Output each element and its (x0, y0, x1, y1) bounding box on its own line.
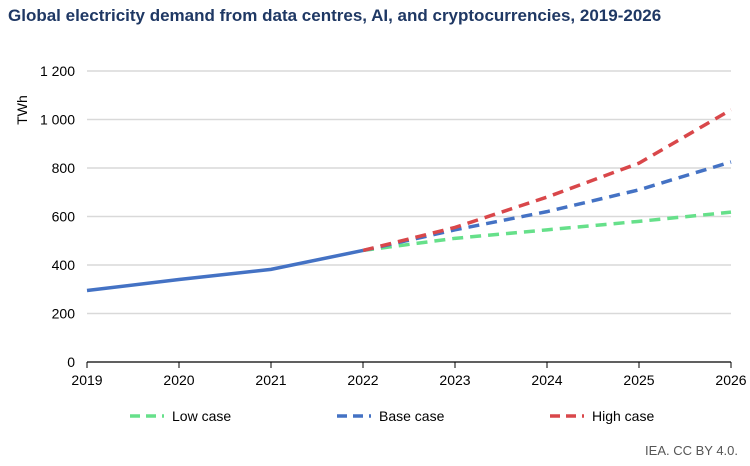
series-line-low-case (362, 210, 732, 253)
x-tick-label: 2022 (347, 372, 378, 388)
x-tick-label: 2020 (163, 372, 194, 388)
x-tick-label: 2026 (715, 372, 746, 388)
x-tick-label: 2023 (439, 372, 470, 388)
y-tick-label: 800 (52, 160, 76, 176)
y-tick-label: 400 (52, 257, 76, 273)
y-tick-label: 1 000 (40, 112, 75, 128)
legend-label: High case (592, 408, 654, 424)
legend-label: Base case (379, 408, 445, 424)
y-tick-label: 600 (52, 209, 76, 225)
x-tick-label: 2024 (531, 372, 562, 388)
x-tick-label: 2025 (623, 372, 654, 388)
series-line-high-case (362, 108, 732, 253)
historical-line (86, 248, 364, 293)
y-tick-label: 200 (52, 306, 76, 322)
y-tick-label: 1 200 (40, 63, 75, 79)
chart-title: Global electricity demand from data cent… (8, 6, 662, 25)
source-note: IEA. CC BY 4.0. (645, 443, 738, 458)
y-tick-label: 0 (67, 354, 75, 370)
legend-label: Low case (172, 408, 231, 424)
x-tick-label: 2021 (255, 372, 286, 388)
x-tick-label: 2019 (71, 372, 102, 388)
y-axis-label: TWh (14, 95, 30, 125)
